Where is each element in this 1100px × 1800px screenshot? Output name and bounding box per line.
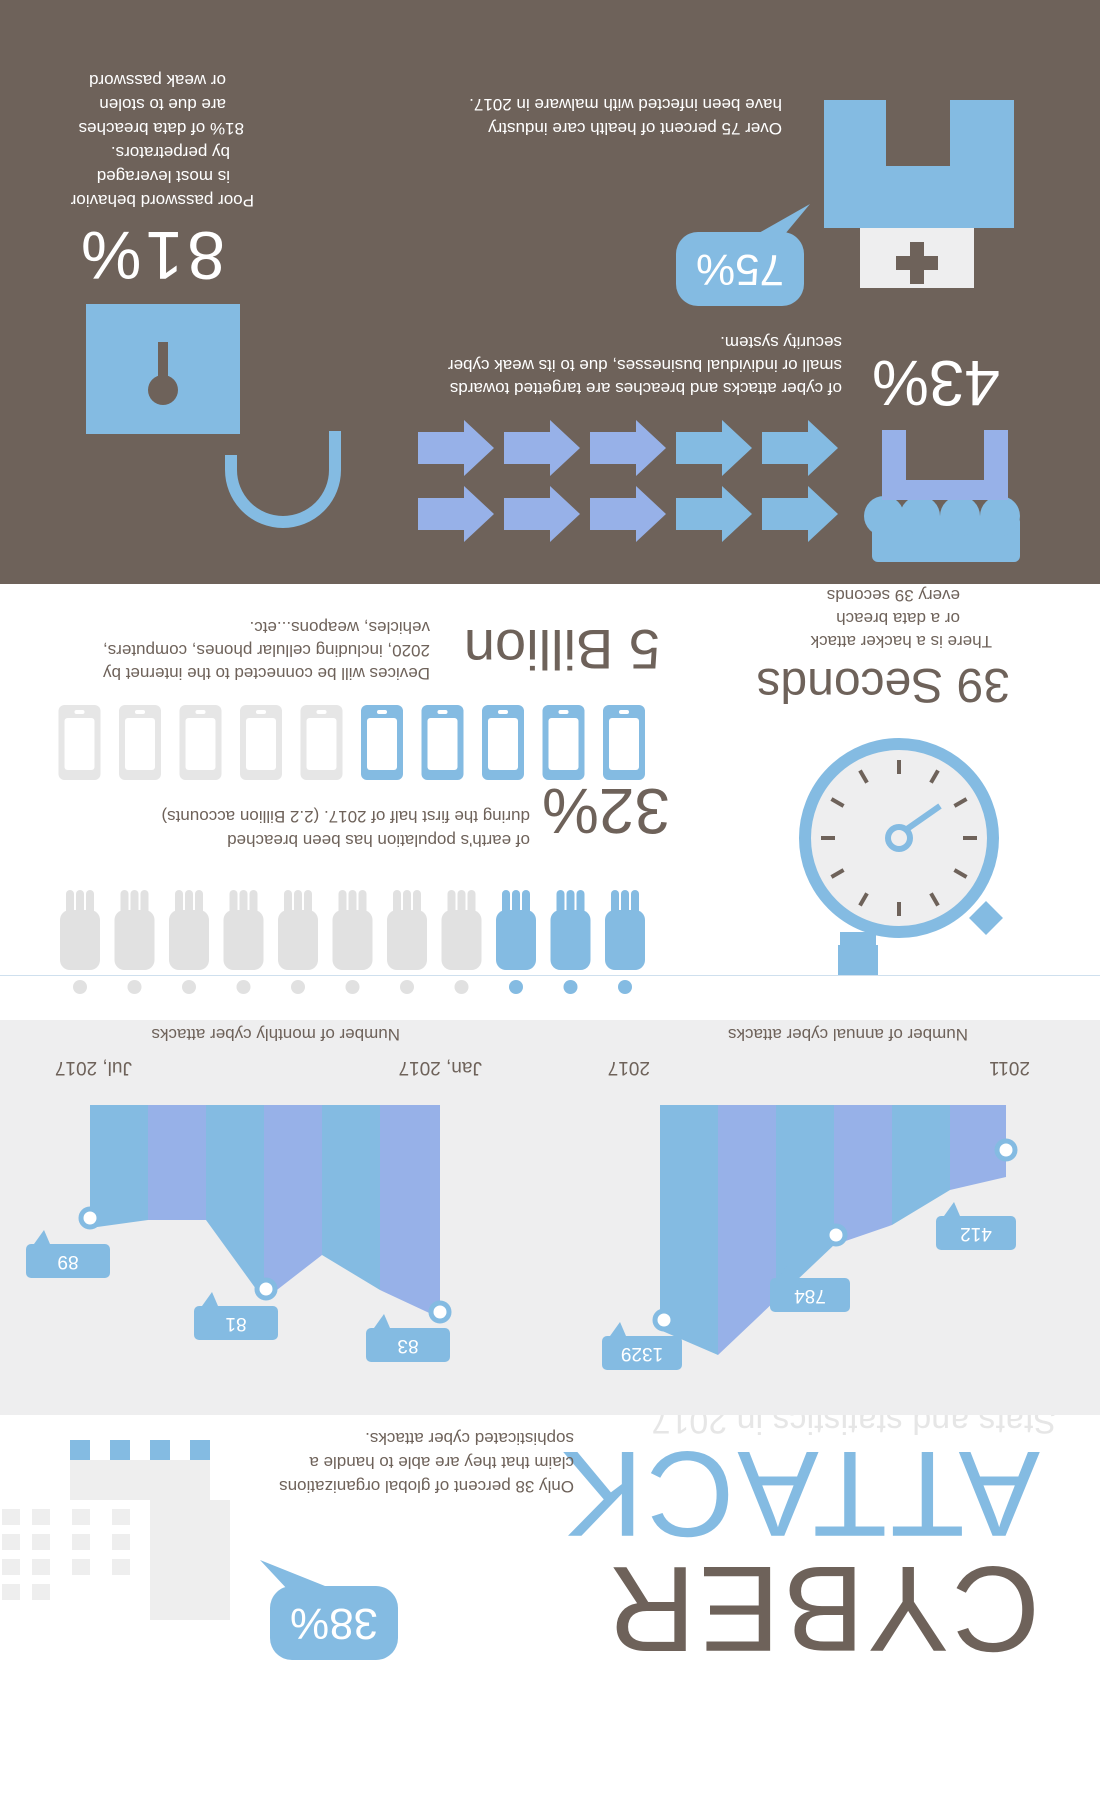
building-window [32, 1559, 50, 1575]
phone-icon [603, 705, 645, 780]
phone-icon [361, 705, 403, 780]
monthly-point [254, 1277, 278, 1301]
stopwatch-tick [953, 868, 968, 879]
health-percent-bubble: 75% [676, 232, 804, 306]
arrow-icon [590, 420, 666, 476]
building-window [32, 1509, 50, 1525]
building-icon [70, 1440, 230, 1620]
arrow-icon [504, 486, 580, 542]
arrow-icon [762, 486, 838, 542]
annual-point [994, 1138, 1018, 1162]
person-icon [278, 890, 318, 994]
building-window [72, 1559, 90, 1575]
person-icon [550, 890, 591, 994]
phone-icon [542, 705, 585, 780]
person-icon [332, 890, 373, 994]
annual-area-slice [718, 1105, 776, 1355]
arrow-icon [418, 420, 494, 476]
arrow-icon [676, 486, 752, 542]
person-icon [169, 890, 209, 994]
orgs-bubble-tail [260, 1560, 330, 1590]
building-window [112, 1509, 130, 1525]
phone-icon [240, 705, 282, 780]
building-window [32, 1584, 50, 1600]
annual-area-slice [950, 1105, 1006, 1190]
health-text-line: have been infected with malware in 2017. [469, 95, 782, 114]
monthly-area-slice [380, 1105, 440, 1318]
arrow-icon [418, 486, 494, 542]
phone-icon [179, 705, 222, 780]
health-percent: 75% [695, 245, 785, 294]
stopwatch-tick [929, 769, 940, 784]
annual-point [824, 1223, 848, 1247]
building-window [72, 1534, 90, 1550]
arrow-icon [504, 420, 580, 476]
monthly-area-slice [322, 1105, 380, 1290]
phone-icon [421, 705, 464, 780]
health-text-line: Over 75 percent of health care industry [488, 119, 782, 138]
stopwatch-tick [830, 868, 845, 879]
phone-icon [58, 705, 101, 780]
building-window [112, 1534, 130, 1550]
stopwatch-tick [858, 892, 869, 907]
monthly-area-slice [206, 1105, 264, 1300]
person-icon [60, 890, 100, 994]
stopwatch-tick [929, 892, 940, 907]
annual-area-slice [660, 1105, 718, 1355]
building-window [2, 1534, 20, 1550]
building-window [72, 1509, 90, 1525]
person-icon [605, 890, 645, 994]
monthly-area-slice [90, 1105, 148, 1228]
building-windows [2, 1509, 130, 1600]
monthly-area-slice [264, 1105, 322, 1300]
arrow-icon [590, 486, 666, 542]
building-window [2, 1559, 20, 1575]
monthly-area-slice [148, 1105, 206, 1220]
phone-icon [119, 705, 161, 780]
building-window [2, 1584, 20, 1600]
person-icon [223, 890, 264, 994]
person-icon [496, 890, 536, 994]
stopwatch-tick [858, 769, 869, 784]
arrow-icon [676, 420, 752, 476]
annual-area-slice [892, 1105, 950, 1225]
phone-icon [300, 705, 343, 780]
person-icon [387, 890, 427, 994]
building-window [112, 1559, 130, 1575]
arrow-icon [762, 420, 838, 476]
phone-icon [482, 705, 524, 780]
building-window [2, 1509, 20, 1525]
health-bubble-tail [750, 204, 810, 240]
stopwatch-tick [830, 797, 845, 808]
annual-point [652, 1308, 676, 1332]
monthly-point [428, 1300, 452, 1324]
annual-area-slice [776, 1105, 834, 1300]
building-window [32, 1534, 50, 1550]
person-icon [441, 890, 482, 994]
monthly-point [78, 1206, 102, 1230]
person-icon [114, 890, 155, 994]
stopwatch-tick [953, 797, 968, 808]
annual-area-slice [834, 1105, 892, 1245]
